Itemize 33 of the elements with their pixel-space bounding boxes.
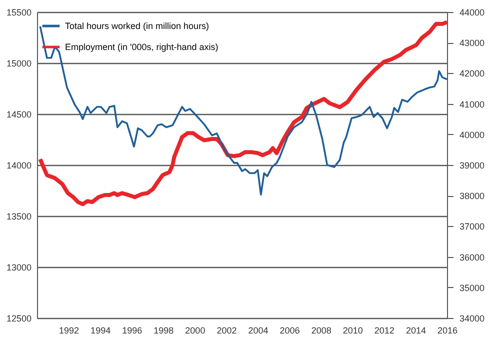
y2-tick-label: 37000: [460, 222, 485, 232]
y2-tick-label: 34000: [460, 314, 485, 324]
y2-tick-label: 42000: [460, 68, 485, 79]
legend-label: Total hours worked (in million hours): [65, 21, 210, 31]
y-tick-label: 13000: [6, 262, 32, 272]
y2-tick-label: 39000: [460, 160, 485, 170]
x-tick-label: 2002: [216, 326, 237, 336]
y-tick-label: 14500: [6, 110, 32, 120]
y-tick-label: 15000: [6, 58, 32, 68]
x-tick-label: 2012: [374, 326, 394, 336]
x-tick-label: 2014: [406, 326, 426, 336]
x-tick-label: 2008: [311, 326, 332, 336]
y2-tick-label: 44000: [460, 8, 485, 18]
y-tick-label: 12500: [6, 314, 32, 324]
x-tick-label: 2006: [280, 326, 300, 336]
x-tick-label: 2000: [185, 326, 206, 336]
x-tick-label: 1996: [122, 326, 142, 336]
y-tick-label: 15500: [6, 8, 32, 18]
y-tick-label: 14000: [6, 160, 32, 170]
x-tick-label: 2010: [342, 326, 363, 336]
x-tick-label: 1994: [90, 326, 111, 336]
x-tick-label: 2016: [437, 326, 458, 336]
legend-label: Employment (in '000s, right-hand axis): [65, 42, 218, 52]
y2-tick-label: 43000: [460, 38, 485, 48]
y2-tick-label: 40000: [460, 130, 485, 140]
x-tick-label: 2004: [248, 326, 268, 336]
x-tick-label: 1992: [59, 326, 80, 336]
y2-tick-label: 36000: [460, 252, 485, 262]
y-tick-label: 13500: [6, 212, 32, 222]
y2-tick-label: 35000: [460, 282, 485, 293]
y2-tick-label: 38000: [460, 191, 485, 202]
y2-tick-label: 41000: [460, 99, 485, 110]
x-tick-label: 1998: [154, 326, 174, 336]
